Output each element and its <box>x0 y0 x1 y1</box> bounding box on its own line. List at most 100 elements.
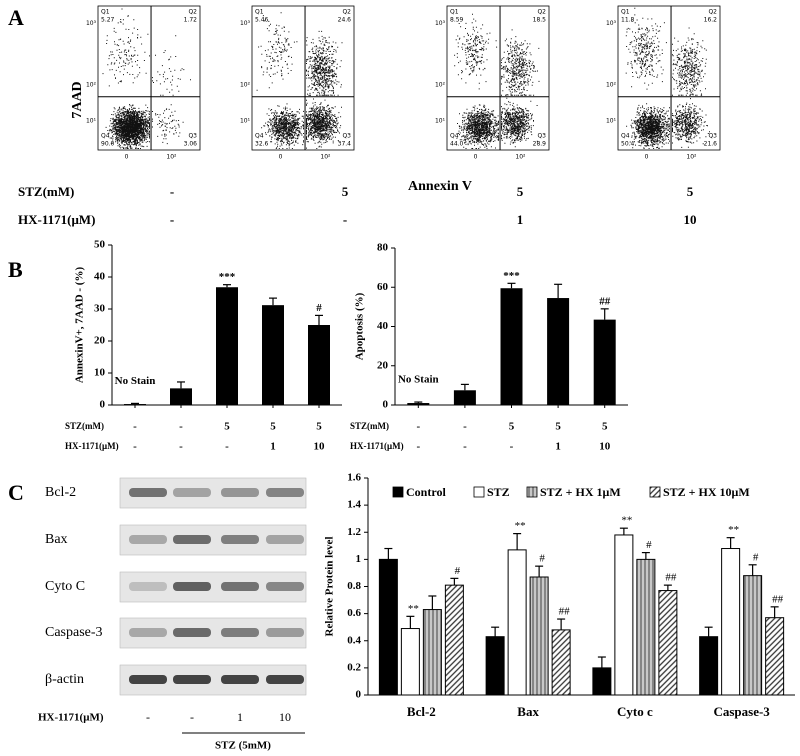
bar <box>124 404 146 405</box>
blot-band <box>221 488 259 497</box>
quadrant-value: 11.8 <box>621 17 635 24</box>
bar <box>743 575 763 696</box>
significance-mark: ## <box>665 572 677 584</box>
x-tick-label: Bax <box>517 704 539 719</box>
y-tick-label: 10³ <box>86 20 97 27</box>
quadrant-name: Q3 <box>188 133 197 140</box>
blot-band <box>173 488 211 497</box>
y-axis-label: 7AAD <box>70 81 85 118</box>
y-tick-label: 10¹ <box>86 118 97 125</box>
treatment-value: - <box>463 421 467 433</box>
event-dots <box>625 7 710 149</box>
y-tick-label: 10¹ <box>435 118 446 125</box>
quadrant-value: 16.2 <box>704 17 718 24</box>
protein-label: β-actin <box>45 672 84 687</box>
quadrant-name: Q2 <box>537 9 546 16</box>
y-tick-label: 0 <box>100 399 106 411</box>
quadrant-value: 3.06 <box>184 141 198 148</box>
bar <box>551 629 571 696</box>
x-tick-label: Caspase-3 <box>713 704 770 719</box>
quadrant-name: Q3 <box>537 133 546 140</box>
y-tick-label: 60 <box>377 281 389 293</box>
treatment-label: HX-1171(μM) <box>18 212 95 227</box>
treatment-value: - <box>190 710 194 724</box>
blot-band <box>266 488 304 497</box>
bar <box>262 305 284 405</box>
panel-letter: A <box>8 5 24 30</box>
bar <box>422 609 442 696</box>
treatment-value: 5 <box>517 184 524 199</box>
quadrant-value: 50.4 <box>621 141 635 148</box>
bar <box>765 617 785 696</box>
legend-swatch <box>649 486 661 498</box>
treatment-value: - <box>463 441 467 453</box>
significance-mark: # <box>539 553 545 565</box>
treatment-value: - <box>170 184 174 199</box>
quadrant-name: Q2 <box>708 9 717 16</box>
treatment-label: STZ(mM) <box>350 421 389 431</box>
treatment-value: 5 <box>509 421 515 433</box>
blot-band <box>221 675 259 684</box>
blot-band <box>129 488 167 497</box>
treatment-value: - <box>416 441 420 453</box>
y-tick-label: 1.2 <box>347 526 361 538</box>
quadrant-name: Q2 <box>342 9 351 16</box>
event-dots <box>102 8 191 149</box>
treatment-value: 1 <box>517 212 524 227</box>
protein-label: Bax <box>45 532 68 547</box>
plot-frame <box>446 5 550 151</box>
blot-band <box>173 535 211 544</box>
treatment-value: 5 <box>602 421 608 433</box>
quadrant-name: Q1 <box>255 9 264 16</box>
blot-band <box>266 675 304 684</box>
quadrant-value: 1.72 <box>184 17 198 24</box>
y-axis-label: Apoptosis (%) <box>354 292 366 360</box>
treatment-label: STZ(mM) <box>65 421 104 431</box>
y-tick-label: 40 <box>377 320 389 332</box>
blot-band <box>173 675 211 684</box>
quadrant-name: Q3 <box>342 133 351 140</box>
quadrant-value: 5.46 <box>255 17 269 24</box>
bar <box>170 388 192 405</box>
y-tick-label: 10³ <box>606 20 617 27</box>
significance-mark: # <box>316 302 322 314</box>
bar <box>500 288 523 405</box>
significance-mark: ** <box>728 524 739 536</box>
quadrant-name: Q1 <box>101 9 110 16</box>
y-tick-label: 20 <box>377 359 389 371</box>
significance-mark: *** <box>219 271 236 283</box>
significance-mark: ** <box>621 515 632 527</box>
significance-mark: # <box>455 565 461 577</box>
plot-frame <box>617 5 721 151</box>
treatment-value: - <box>416 421 420 433</box>
blot-band <box>173 582 211 591</box>
bar <box>721 548 741 696</box>
blot-band <box>221 535 259 544</box>
quadrant-value: 18.5 <box>533 17 547 24</box>
blot-band <box>129 582 167 591</box>
blot-band <box>173 628 211 637</box>
significance-mark: ** <box>408 603 419 615</box>
significance-mark: ## <box>599 295 611 307</box>
significance-mark: ## <box>559 606 571 618</box>
treatment-value: - <box>133 421 137 433</box>
y-axis-label: Relative Protein level <box>324 537 336 637</box>
treatment-value: 1 <box>270 441 276 453</box>
blot-band <box>221 628 259 637</box>
legend-label: STZ <box>487 485 510 499</box>
significance-mark: *** <box>503 270 520 282</box>
y-tick-label: 0 <box>383 399 389 411</box>
treatment-value: 5 <box>224 421 230 433</box>
treatment-value: - <box>343 212 347 227</box>
treatment-value: 5 <box>687 184 694 199</box>
legend-swatch <box>392 486 404 498</box>
legend-label: STZ + HX 1μM <box>540 485 621 499</box>
quadrant-name: Q4 <box>101 133 110 140</box>
plot-frame <box>251 5 355 151</box>
protein-label: Bcl-2 <box>45 485 76 500</box>
y-tick-label: 0.4 <box>347 634 361 646</box>
treatment-value: 5 <box>270 421 276 433</box>
y-tick-label: 10² <box>435 82 446 89</box>
y-tick-label: 10¹ <box>606 118 617 125</box>
y-tick-label: 10² <box>606 82 617 89</box>
